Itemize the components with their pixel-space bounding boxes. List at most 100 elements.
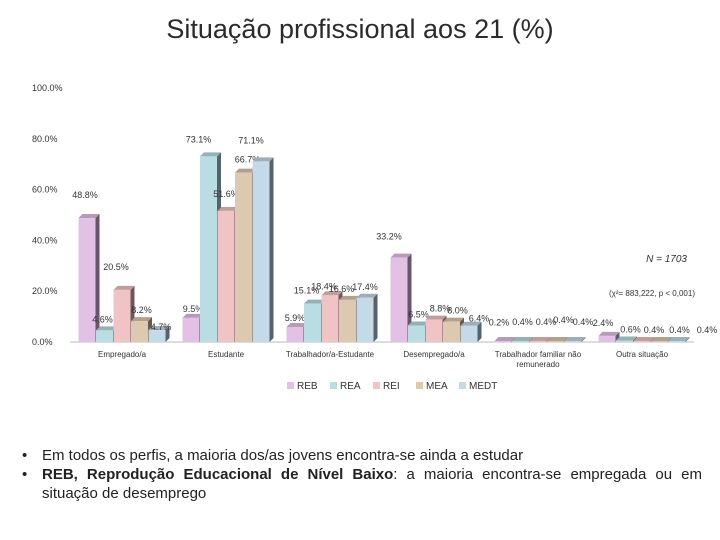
data-label: 0.4% <box>573 317 594 327</box>
bar-medt <box>460 325 478 342</box>
bullet-2-text: : a maioria encontra-se empregada ou em … <box>42 466 702 502</box>
legend-label: MEA <box>426 381 448 392</box>
data-label: 4.6% <box>92 314 113 324</box>
bar-top <box>304 299 325 304</box>
bar-rei <box>633 340 651 342</box>
y-tick-label: 60.0% <box>32 185 58 195</box>
y-tick-label: 0.0% <box>32 337 53 347</box>
data-label: 8.0% <box>447 306 468 316</box>
y-tick-label: 80.0% <box>32 134 58 144</box>
bar-side <box>685 336 690 342</box>
bar-top <box>616 336 637 341</box>
data-label: 0.4% <box>669 325 690 335</box>
bar-rea <box>200 156 217 342</box>
bar-top <box>200 152 221 157</box>
bullet-item-2: • REB, Reprodução Educacional de Nível B… <box>22 465 702 503</box>
bar-top <box>390 253 412 258</box>
legend-label: MEDT <box>469 381 497 392</box>
bullet-list: • Em todos os perfis, a maioria dos/as j… <box>22 446 702 503</box>
bar-side <box>477 321 482 342</box>
data-label: 33.2% <box>376 232 402 242</box>
legend-swatch <box>416 382 423 389</box>
bar-side <box>165 326 170 342</box>
bar-rea <box>408 325 425 342</box>
data-label: 48.8% <box>72 190 98 200</box>
bar-top <box>598 331 620 336</box>
bar-mea <box>339 299 356 342</box>
data-label: 73.1% <box>186 134 212 144</box>
x-category-label: Trabalhador familiar não <box>495 350 582 359</box>
bar-top <box>148 326 170 331</box>
bar-top <box>286 323 308 328</box>
bar-rei <box>217 210 235 342</box>
data-label: 15.1% <box>294 286 320 296</box>
data-label: 6.5% <box>408 309 429 319</box>
bar-side <box>95 214 100 342</box>
bar-reb <box>78 218 96 342</box>
data-label: 6.4% <box>469 314 490 324</box>
legend-swatch <box>373 382 380 389</box>
legend-label: REB <box>297 381 318 392</box>
data-label: 16.6% <box>329 284 355 294</box>
data-label: 17.4% <box>352 282 378 292</box>
bar-top <box>252 157 274 162</box>
bar-top <box>443 317 464 322</box>
chi-square-annotation: (χ²= 883,222, p < 0,001) <box>609 289 695 298</box>
bar-reb <box>598 335 616 342</box>
bar-mea <box>651 340 668 342</box>
legend-swatch <box>330 382 337 389</box>
data-label: 20.5% <box>103 262 129 272</box>
bar-top <box>408 321 429 326</box>
bullet-1-text: Em todos os perfis, a maioria dos/as jov… <box>42 447 524 464</box>
legend-swatch <box>287 382 294 389</box>
bar-top <box>131 317 152 322</box>
bar-rei <box>529 340 547 342</box>
bar-mea <box>547 340 564 342</box>
bar-medt <box>252 161 270 342</box>
x-category-label: Outra situação <box>616 350 669 359</box>
bar-mea <box>131 321 148 342</box>
data-label: 0.4% <box>512 317 533 327</box>
data-label: 8.2% <box>131 305 152 315</box>
data-label: 2.4% <box>593 318 614 328</box>
bar-top <box>321 291 343 296</box>
bar-top <box>425 315 447 320</box>
y-tick-label: 40.0% <box>32 235 58 245</box>
bar-rei <box>425 319 443 342</box>
bar-medt <box>564 340 582 342</box>
legend-label: REA <box>340 381 361 392</box>
bar-top <box>564 336 586 341</box>
data-label: 18.4% <box>311 281 337 291</box>
bar-medt <box>148 330 166 342</box>
bullet-item-1: • Em todos os perfis, a maioria dos/as j… <box>22 446 702 465</box>
bar-mea <box>235 172 252 342</box>
data-label: 0.4% <box>644 325 665 335</box>
bar-top <box>633 336 655 341</box>
data-label: 0.4% <box>553 315 574 325</box>
x-category-label: Empregado/a <box>98 350 147 359</box>
bar-rea <box>96 330 113 342</box>
data-label: 9.5% <box>183 304 204 314</box>
bar-top <box>113 285 135 290</box>
bullet-icon: • <box>22 447 28 464</box>
bar-side <box>373 293 378 342</box>
bar-top <box>339 295 360 300</box>
y-tick-label: 20.0% <box>32 286 58 296</box>
bar-top <box>96 326 117 331</box>
bar-top <box>460 321 482 326</box>
bar-reb <box>494 341 512 342</box>
legend-swatch <box>459 382 466 389</box>
bar-side <box>269 157 274 342</box>
data-label: 0.2% <box>489 317 510 327</box>
bar-top <box>668 336 690 341</box>
bullet-icon: • <box>22 466 28 483</box>
bar-top <box>512 336 533 341</box>
bar-rea <box>616 340 633 342</box>
data-label: 0.6% <box>620 324 641 334</box>
data-label: 51.6% <box>213 189 239 199</box>
y-tick-label: 100.0% <box>32 83 63 93</box>
data-label: 8.8% <box>430 304 451 314</box>
bar-reb <box>390 257 408 342</box>
x-category-label: Trabalhador/a-Estudante <box>286 350 375 359</box>
data-label: 71.1% <box>238 135 264 145</box>
